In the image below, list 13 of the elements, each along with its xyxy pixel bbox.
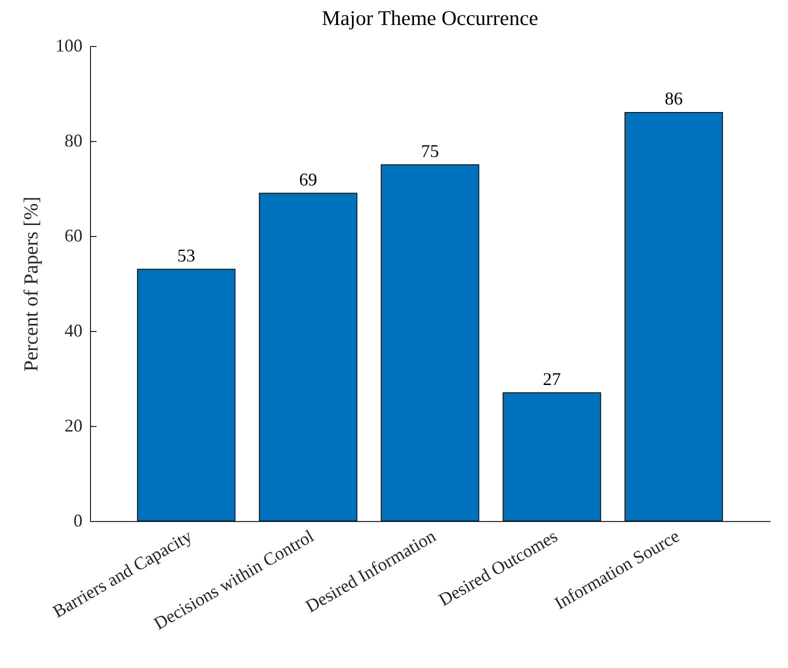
data-label: 69 [299, 169, 318, 190]
data-label: 53 [177, 245, 196, 266]
y-tick-label: 80 [64, 130, 82, 150]
y-tick-label: 60 [64, 226, 82, 246]
y-axis-title: Percent of Papers [%] [20, 196, 42, 372]
y-tick-label: 20 [64, 416, 82, 436]
data-label: 86 [664, 88, 683, 108]
data-label: 27 [542, 368, 561, 389]
y-tick-label: 0 [74, 510, 82, 530]
data-label: 75 [421, 140, 439, 161]
chart-title: Major Theme Occurrence [322, 6, 538, 30]
y-tick-label: 40 [64, 320, 82, 340]
y-tick-label: 100 [56, 36, 82, 56]
